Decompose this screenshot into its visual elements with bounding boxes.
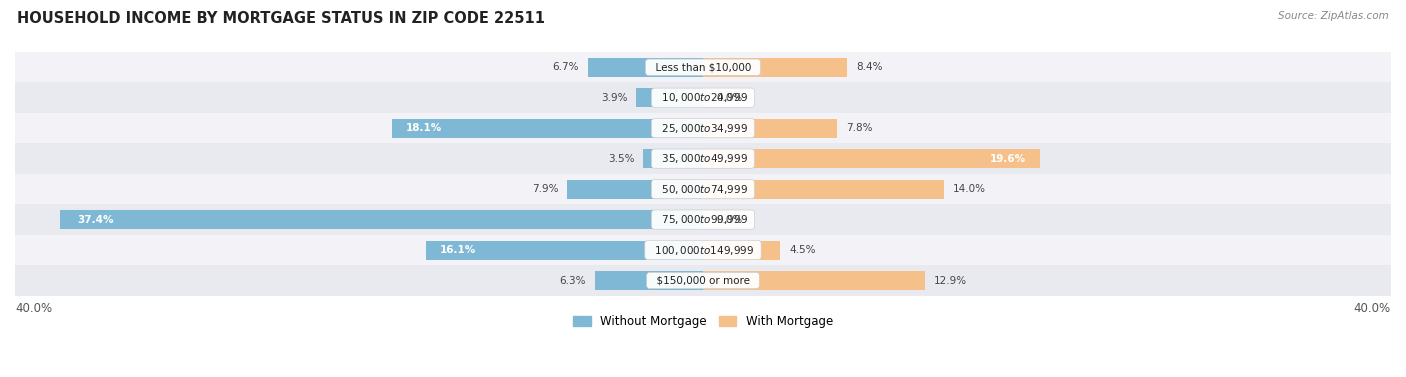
Bar <box>703 88 709 107</box>
Text: $10,000 to $24,999: $10,000 to $24,999 <box>655 91 751 104</box>
Bar <box>588 58 703 77</box>
Text: 4.5%: 4.5% <box>789 245 815 255</box>
Bar <box>703 58 848 77</box>
Bar <box>15 204 1391 235</box>
Text: $75,000 to $99,999: $75,000 to $99,999 <box>655 213 751 226</box>
Bar <box>15 52 1391 83</box>
Bar <box>703 210 709 229</box>
Text: $50,000 to $74,999: $50,000 to $74,999 <box>655 182 751 196</box>
Text: 0.0%: 0.0% <box>717 215 742 225</box>
Text: HOUSEHOLD INCOME BY MORTGAGE STATUS IN ZIP CODE 22511: HOUSEHOLD INCOME BY MORTGAGE STATUS IN Z… <box>17 11 546 26</box>
Bar <box>595 271 703 290</box>
Text: 18.1%: 18.1% <box>405 123 441 133</box>
Bar <box>15 235 1391 265</box>
Bar <box>59 210 703 229</box>
Text: 37.4%: 37.4% <box>77 215 114 225</box>
Bar <box>392 119 703 138</box>
Text: 40.0%: 40.0% <box>1354 302 1391 315</box>
Bar <box>567 180 703 199</box>
Text: Source: ZipAtlas.com: Source: ZipAtlas.com <box>1278 11 1389 21</box>
Legend: Without Mortgage, With Mortgage: Without Mortgage, With Mortgage <box>568 311 838 333</box>
Text: 0.0%: 0.0% <box>717 93 742 103</box>
Bar <box>15 113 1391 143</box>
Bar <box>15 143 1391 174</box>
Text: 40.0%: 40.0% <box>15 302 52 315</box>
Bar <box>703 180 943 199</box>
Text: 3.9%: 3.9% <box>600 93 627 103</box>
Bar <box>15 174 1391 204</box>
Text: 3.5%: 3.5% <box>607 154 634 164</box>
Bar <box>703 271 925 290</box>
Bar <box>703 241 780 259</box>
Bar <box>643 149 703 168</box>
Text: 12.9%: 12.9% <box>934 276 966 285</box>
Text: $25,000 to $34,999: $25,000 to $34,999 <box>655 122 751 135</box>
Bar <box>15 83 1391 113</box>
Text: Less than $10,000: Less than $10,000 <box>648 62 758 72</box>
Text: 7.9%: 7.9% <box>531 184 558 194</box>
Text: 6.3%: 6.3% <box>560 276 586 285</box>
Text: 19.6%: 19.6% <box>990 154 1026 164</box>
Text: 8.4%: 8.4% <box>856 62 883 72</box>
Text: 6.7%: 6.7% <box>553 62 579 72</box>
Text: $100,000 to $149,999: $100,000 to $149,999 <box>648 244 758 257</box>
Bar <box>636 88 703 107</box>
Bar <box>703 119 837 138</box>
Text: 7.8%: 7.8% <box>846 123 872 133</box>
Text: $150,000 or more: $150,000 or more <box>650 276 756 285</box>
Bar <box>703 149 1040 168</box>
Text: 16.1%: 16.1% <box>440 245 477 255</box>
Bar <box>15 265 1391 296</box>
Bar <box>426 241 703 259</box>
Text: $35,000 to $49,999: $35,000 to $49,999 <box>655 152 751 165</box>
Text: 14.0%: 14.0% <box>952 184 986 194</box>
